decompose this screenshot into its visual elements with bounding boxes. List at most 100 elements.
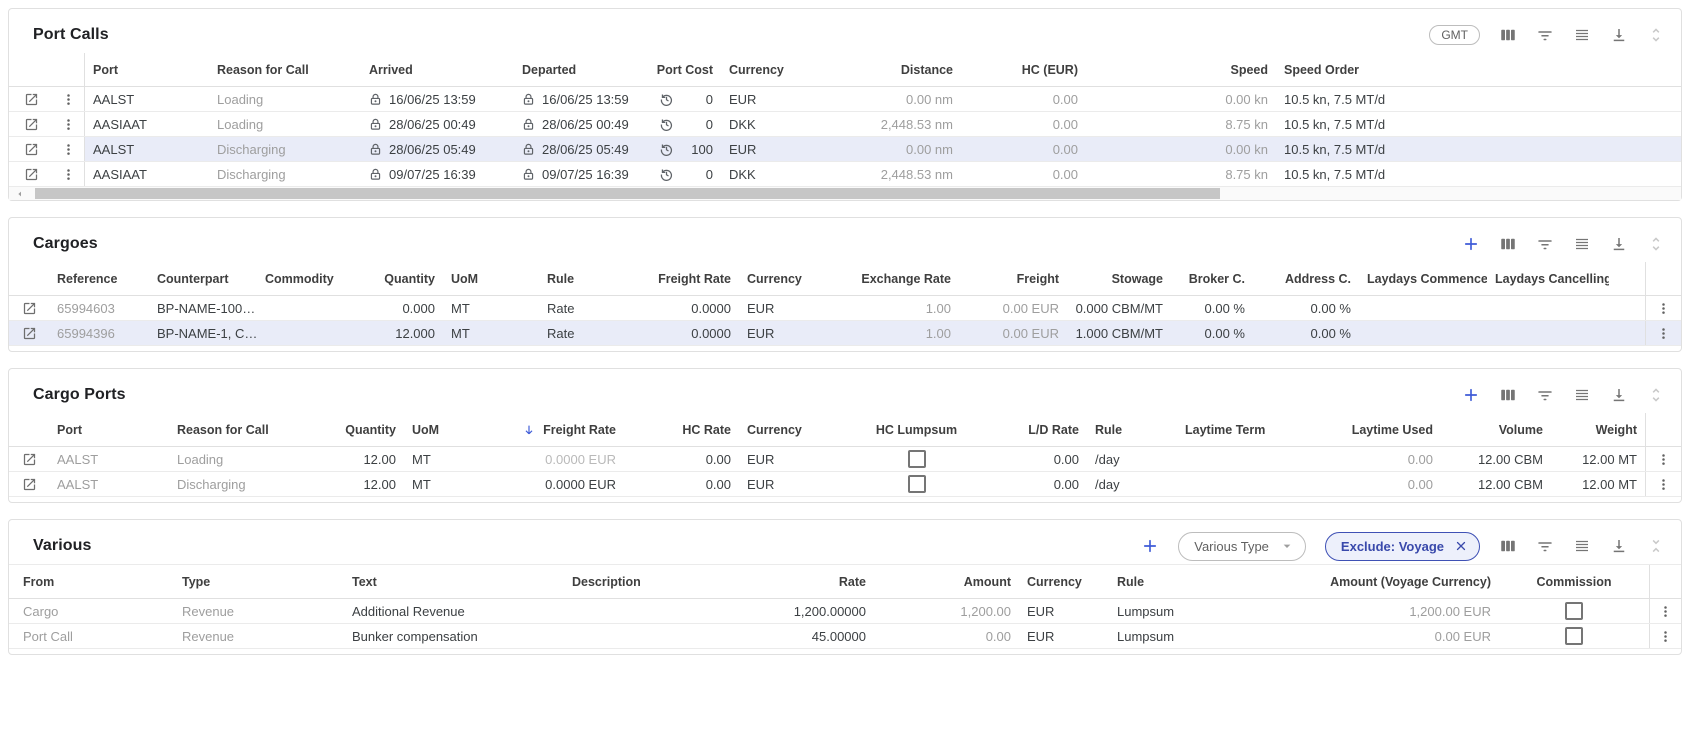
exclude-voyage-filter-chip[interactable]: Exclude: Voyage xyxy=(1324,531,1480,561)
col-ld-rate[interactable]: L/D Rate xyxy=(1028,422,1079,437)
expand-panel-icon[interactable] xyxy=(1647,26,1665,44)
filter-icon[interactable] xyxy=(1536,537,1554,555)
filter-icon[interactable] xyxy=(1536,386,1554,404)
table-row[interactable]: Cargo Revenue Additional Revenue 1,200.0… xyxy=(9,599,1681,624)
history-icon[interactable] xyxy=(659,167,674,182)
col-type[interactable]: Type xyxy=(182,574,211,589)
table-row[interactable]: Port Call Revenue Bunker compensation 45… xyxy=(9,624,1681,649)
col-exchange-rate[interactable]: Exchange Rate xyxy=(861,271,951,286)
col-port[interactable]: Port xyxy=(93,62,118,77)
col-departed[interactable]: Departed xyxy=(522,62,577,77)
col-rule[interactable]: Rule xyxy=(547,271,575,286)
collapse-panel-icon[interactable] xyxy=(1647,537,1665,555)
columns-icon[interactable] xyxy=(1499,537,1517,555)
col-uom[interactable]: UoM xyxy=(451,271,479,286)
col-reason[interactable]: Reason for Call xyxy=(177,422,269,437)
col-rule[interactable]: Rule xyxy=(1117,574,1145,589)
commission-checkbox[interactable] xyxy=(1565,627,1583,645)
col-freight-rate[interactable]: Freight Rate xyxy=(658,271,731,286)
table-row[interactable]: AASIAAT Discharging 09/07/25 16:39 09/07… xyxy=(9,162,1681,187)
columns-icon[interactable] xyxy=(1499,386,1517,404)
row-menu-icon[interactable] xyxy=(1649,599,1681,623)
table-row-selected[interactable]: AALST Discharging 28/06/25 05:49 28/06/2… xyxy=(9,137,1681,162)
col-laytime-term[interactable]: Laytime Term xyxy=(1185,422,1266,437)
row-menu-icon[interactable] xyxy=(1645,321,1681,345)
hc-lumpsum-checkbox[interactable] xyxy=(907,475,926,493)
add-cargo-icon[interactable] xyxy=(1462,235,1480,253)
col-currency[interactable]: Currency xyxy=(747,422,802,437)
row-menu-icon[interactable] xyxy=(1645,472,1681,496)
open-record-icon[interactable] xyxy=(24,117,39,132)
filter-icon[interactable] xyxy=(1536,235,1554,253)
history-icon[interactable] xyxy=(659,92,674,107)
table-row[interactable]: AALST Discharging 12.00 MT 0.0000 EUR 0.… xyxy=(9,472,1681,497)
density-icon[interactable] xyxy=(1573,386,1591,404)
row-menu-icon[interactable] xyxy=(61,167,76,182)
col-speed[interactable]: Speed xyxy=(1230,62,1268,77)
col-hc-rate[interactable]: HC Rate xyxy=(682,422,731,437)
open-record-icon[interactable] xyxy=(22,301,37,316)
col-arrived[interactable]: Arrived xyxy=(369,62,413,77)
commission-checkbox[interactable] xyxy=(1565,602,1583,620)
open-record-icon[interactable] xyxy=(22,452,37,467)
timezone-chip[interactable]: GMT xyxy=(1429,25,1480,45)
filter-icon[interactable] xyxy=(1536,26,1554,44)
col-speed-order[interactable]: Speed Order xyxy=(1284,62,1360,77)
col-currency[interactable]: Currency xyxy=(1027,574,1082,589)
add-cargo-port-icon[interactable] xyxy=(1462,386,1480,404)
col-stowage[interactable]: Stowage xyxy=(1111,271,1163,286)
horizontal-scrollbar[interactable] xyxy=(9,187,1681,200)
col-reason[interactable]: Reason for Call xyxy=(217,62,309,77)
open-record-icon[interactable] xyxy=(24,167,39,182)
download-icon[interactable] xyxy=(1610,26,1628,44)
scroll-left-icon[interactable] xyxy=(9,190,31,198)
col-currency[interactable]: Currency xyxy=(729,62,784,77)
row-menu-icon[interactable] xyxy=(1649,624,1681,648)
add-various-icon[interactable] xyxy=(1141,537,1159,555)
scrollbar-thumb[interactable] xyxy=(35,188,1220,199)
col-amount-voyage-currency[interactable]: Amount (Voyage Currency) xyxy=(1330,574,1491,589)
row-menu-icon[interactable] xyxy=(1645,447,1681,471)
col-freight[interactable]: Freight xyxy=(1016,271,1059,286)
col-quantity[interactable]: Quantity xyxy=(384,271,435,286)
open-record-icon[interactable] xyxy=(24,142,39,157)
various-type-filter[interactable]: Various Type xyxy=(1178,531,1306,561)
col-laytime-used[interactable]: Laytime Used xyxy=(1351,422,1433,437)
col-weight[interactable]: Weight xyxy=(1595,422,1637,437)
density-icon[interactable] xyxy=(1573,235,1591,253)
columns-icon[interactable] xyxy=(1499,26,1517,44)
expand-panel-icon[interactable] xyxy=(1647,386,1665,404)
col-hc-eur[interactable]: HC (EUR) xyxy=(1021,62,1078,77)
col-port-cost[interactable]: Port Cost xyxy=(656,62,713,77)
history-icon[interactable] xyxy=(659,142,674,157)
col-laydays-cancelling[interactable]: Laydays Cancelling xyxy=(1495,271,1609,286)
table-row[interactable]: AASIAAT Loading 28/06/25 00:49 28/06/25 … xyxy=(9,112,1681,137)
col-quantity[interactable]: Quantity xyxy=(345,422,396,437)
row-menu-icon[interactable] xyxy=(61,117,76,132)
columns-icon[interactable] xyxy=(1499,235,1517,253)
table-row[interactable]: 65994603 BP-NAME-100… 0.000 MT Rate 0.00… xyxy=(9,296,1681,321)
download-icon[interactable] xyxy=(1610,386,1628,404)
col-rule[interactable]: Rule xyxy=(1095,422,1123,437)
row-menu-icon[interactable] xyxy=(1645,296,1681,320)
col-commodity[interactable]: Commodity xyxy=(265,271,334,286)
col-currency[interactable]: Currency xyxy=(747,271,802,286)
col-port[interactable]: Port xyxy=(57,422,82,437)
remove-filter-icon[interactable] xyxy=(1454,539,1468,553)
open-record-icon[interactable] xyxy=(24,92,39,107)
col-laydays-commence[interactable]: Laydays Commence xyxy=(1367,271,1487,286)
col-broker-c[interactable]: Broker C. xyxy=(1188,271,1245,286)
col-uom[interactable]: UoM xyxy=(412,422,440,437)
col-counterpart[interactable]: Counterpart xyxy=(157,271,229,286)
open-record-icon[interactable] xyxy=(22,477,37,492)
col-description[interactable]: Description xyxy=(572,574,641,589)
hc-lumpsum-checkbox[interactable] xyxy=(907,450,926,468)
col-distance[interactable]: Distance xyxy=(900,62,953,77)
expand-panel-icon[interactable] xyxy=(1647,235,1665,253)
col-freight-rate-sorted[interactable]: Freight Rate xyxy=(499,413,624,446)
density-icon[interactable] xyxy=(1573,537,1591,555)
open-record-icon[interactable] xyxy=(22,326,37,341)
density-icon[interactable] xyxy=(1573,26,1591,44)
download-icon[interactable] xyxy=(1610,235,1628,253)
col-volume[interactable]: Volume xyxy=(1498,422,1543,437)
